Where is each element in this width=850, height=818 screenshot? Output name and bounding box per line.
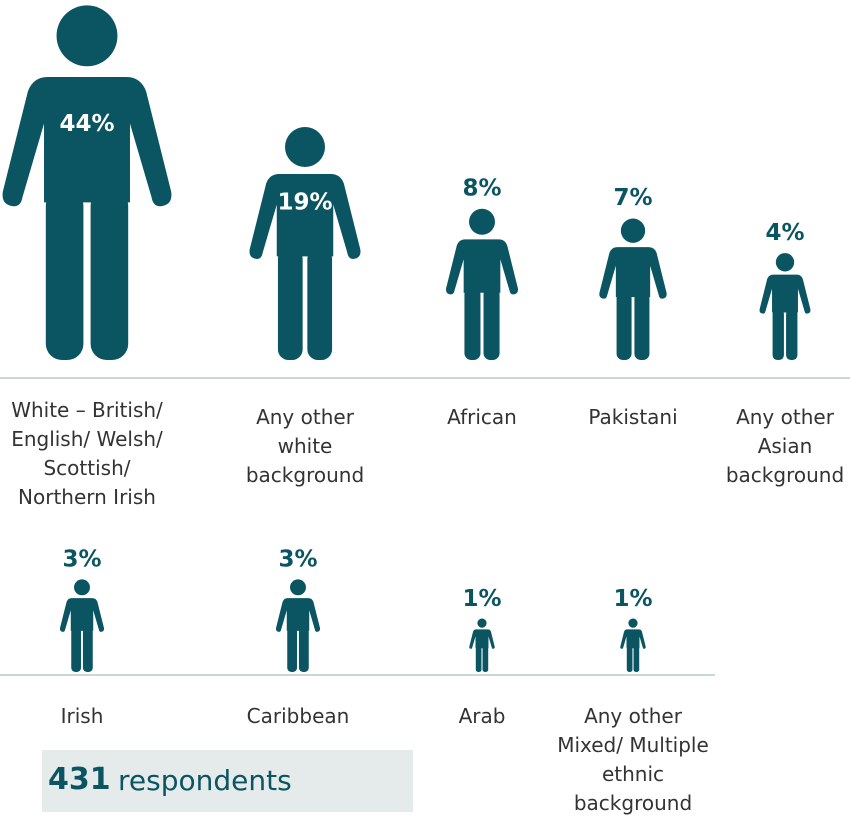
figure-body xyxy=(759,274,811,314)
figure-leg xyxy=(626,646,633,672)
figure-head xyxy=(620,218,646,243)
person-figure xyxy=(59,579,105,672)
figure-body xyxy=(620,629,646,649)
category-label: Irish xyxy=(60,704,104,728)
figure-leg xyxy=(90,189,129,360)
category-label: African xyxy=(447,405,517,429)
figure-head xyxy=(56,5,118,67)
figure-leg xyxy=(298,627,309,672)
category-label: Arab xyxy=(458,704,506,728)
figure-head xyxy=(284,126,326,167)
figure-body xyxy=(469,629,495,649)
figure-head xyxy=(290,579,306,596)
figure-leg xyxy=(475,646,482,672)
person-figure xyxy=(759,253,811,360)
figure-head xyxy=(469,208,495,235)
figure-head xyxy=(477,618,487,628)
respondent-count: 431 xyxy=(48,762,111,797)
figure-leg xyxy=(82,627,93,672)
figure-leg xyxy=(772,308,784,360)
respondents-box: 431 respondents xyxy=(42,750,413,812)
category-label: Any other Asian background xyxy=(725,405,845,487)
value-label: 7% xyxy=(613,185,652,211)
figure-body xyxy=(599,247,667,299)
person-figure xyxy=(599,218,667,360)
category-label: Any other Mixed/ Multiple ethnic backgro… xyxy=(557,704,709,815)
person-figure xyxy=(445,208,519,360)
category-label: White – British/ English/ Welsh/ Scottis… xyxy=(11,398,163,509)
category-label: Pakistani xyxy=(588,405,678,429)
figure-leg xyxy=(616,292,632,360)
figure-leg xyxy=(786,308,798,360)
figure-body xyxy=(249,174,361,259)
value-label: 3% xyxy=(62,546,101,572)
figure-leg xyxy=(482,646,489,672)
person-figure xyxy=(620,618,646,672)
person-figure xyxy=(249,126,361,360)
value-label: 1% xyxy=(462,586,501,612)
figure-leg xyxy=(277,248,303,360)
figure-leg xyxy=(287,627,298,672)
person-figure xyxy=(469,618,495,672)
value-label: 3% xyxy=(278,546,317,572)
value-label: 1% xyxy=(613,586,652,612)
figure-leg xyxy=(45,189,84,360)
figure-leg xyxy=(633,646,640,672)
value-label: 4% xyxy=(765,220,804,246)
figure-leg xyxy=(307,248,333,360)
value-label: 19% xyxy=(277,189,332,215)
figure-leg xyxy=(464,287,481,360)
figure-leg xyxy=(483,287,500,360)
value-label: 8% xyxy=(462,175,501,201)
figure-head xyxy=(775,253,795,272)
figure-leg xyxy=(634,292,650,360)
figure-body xyxy=(2,77,172,207)
value-label: 44% xyxy=(59,111,114,137)
figure-leg xyxy=(71,627,82,672)
figure-head xyxy=(628,618,638,628)
figure-body xyxy=(275,598,321,632)
person-figure xyxy=(2,5,172,360)
respondent-text: respondents xyxy=(118,764,292,797)
figure-head xyxy=(74,579,90,596)
category-label: Any other white background xyxy=(245,405,365,487)
figure-body xyxy=(445,239,519,295)
person-figure xyxy=(275,579,321,672)
category-label: Caribbean xyxy=(246,704,350,728)
figure-body xyxy=(59,598,105,632)
